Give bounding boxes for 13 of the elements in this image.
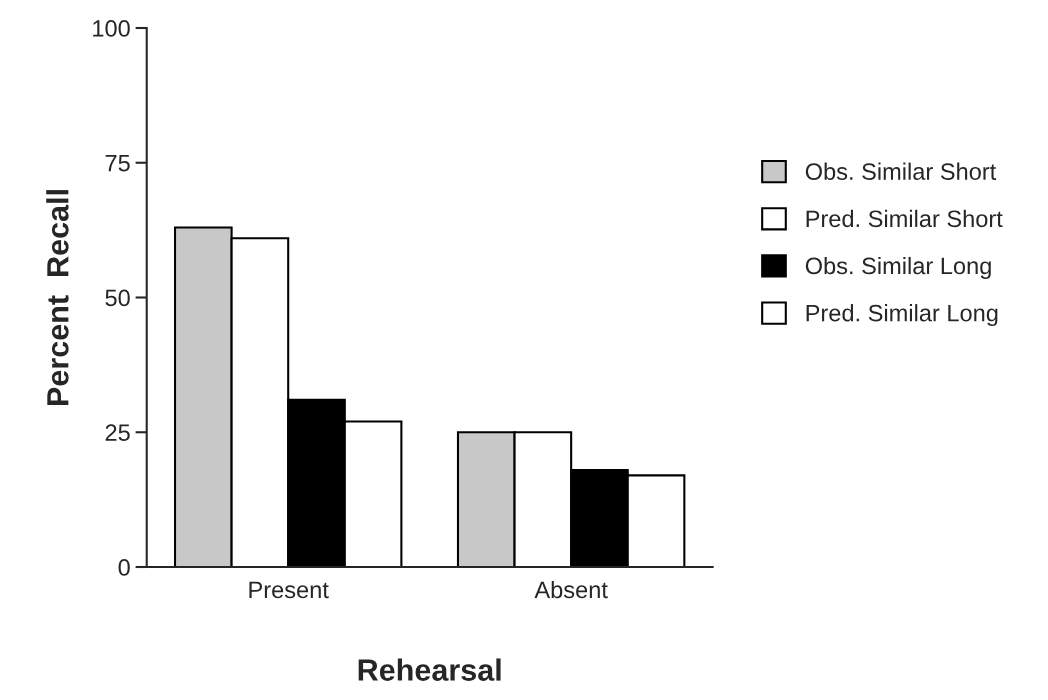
legend-label: Pred. Similar Short (806, 209, 1003, 228)
y-tick-label: 100 (93, 20, 130, 37)
legend-label: Obs. Similar Long (805, 256, 991, 279)
y-tick-label: 25 (105, 424, 130, 442)
x-tick-label: Present (249, 581, 329, 599)
y-axis-title: Percent Recall (46, 190, 69, 405)
y-tick-label: 0 (118, 559, 130, 576)
y-tick-label: 50 (105, 289, 130, 307)
x-tick-label: Absent (534, 580, 608, 599)
x-axis-title: Rehearsal (358, 658, 501, 681)
legend-label: Obs. Similar Short (805, 162, 997, 180)
legend-label: Pred. Similar Long (806, 304, 998, 327)
y-tick-label: 75 (105, 155, 130, 172)
